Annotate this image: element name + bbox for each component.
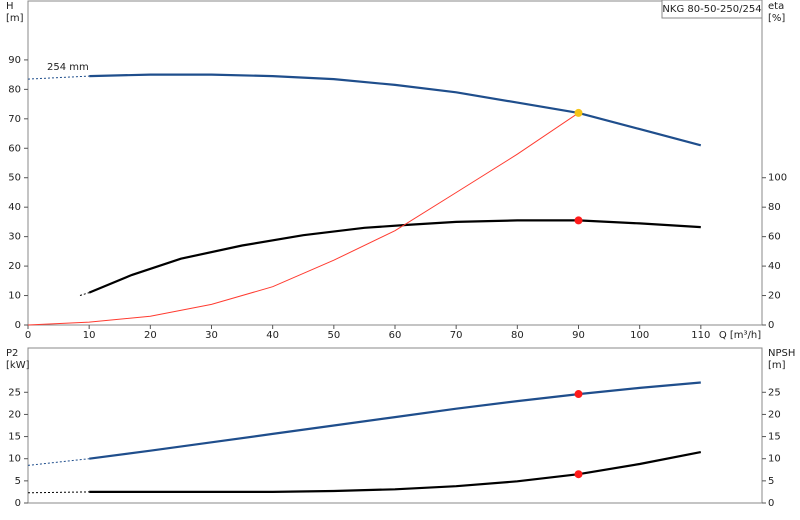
y-tick-label: 40	[8, 202, 21, 213]
plot-frame	[27, 0, 763, 326]
operating-point	[574, 108, 583, 117]
x-tick-label: 10	[83, 330, 96, 341]
y-tick-label: 0	[15, 498, 21, 509]
y-tick-label: 30	[8, 232, 21, 243]
y2-axis-label: eta	[768, 1, 784, 12]
title-box	[661, 0, 763, 19]
x-tick-label: 0	[25, 330, 31, 341]
x-tick-label: 90	[572, 330, 585, 341]
x-tick-label: 70	[450, 330, 463, 341]
curve	[88, 219, 701, 294]
y-axis-unit: [kW]	[6, 360, 30, 371]
y2-axis-label: NPSH	[768, 348, 795, 359]
x-tick-label: 50	[327, 330, 340, 341]
y-tick-label: 20	[8, 409, 21, 420]
chart-title: NKG 80-50-250/254	[662, 4, 761, 15]
operating-point	[574, 390, 583, 399]
y-tick-label: 0	[15, 320, 21, 331]
plot-frame	[27, 347, 763, 504]
y-tick-label: 10	[8, 454, 21, 465]
y-tick-label: 80	[8, 84, 21, 95]
y2-axis-unit: [m]	[768, 360, 786, 371]
x-axis-label: Q [m³/h]	[719, 330, 761, 341]
y-tick-label: 25	[8, 387, 21, 398]
x-tick-label: 60	[389, 330, 402, 341]
y2-tick-label: 20	[768, 409, 781, 420]
y-axis-unit: [m]	[6, 13, 24, 24]
curve	[89, 381, 701, 460]
curve	[89, 73, 702, 147]
y-tick-label: 70	[8, 114, 21, 125]
y-axis-label: H	[6, 1, 14, 12]
operating-point	[574, 216, 583, 225]
y2-tick-label: 60	[768, 232, 781, 243]
curve-extension	[27, 491, 90, 494]
y2-tick-label: 25	[768, 387, 781, 398]
y2-tick-label: 0	[768, 320, 774, 331]
curve-annotation: 254 mm	[47, 62, 89, 73]
y-tick-label: 60	[8, 143, 21, 154]
curve	[27, 112, 579, 326]
x-tick-label: 30	[205, 330, 218, 341]
y-tick-label: 20	[8, 261, 21, 272]
y2-tick-label: 20	[768, 291, 781, 302]
curve-extension	[27, 458, 90, 466]
y2-tick-label: 15	[768, 432, 781, 443]
y2-tick-label: 80	[768, 202, 781, 213]
y-tick-label: 5	[15, 476, 21, 487]
y-tick-label: 50	[8, 173, 21, 184]
y-tick-label: 90	[8, 55, 21, 66]
x-tick-label: 40	[266, 330, 279, 341]
x-tick-label: 100	[630, 330, 649, 341]
y-axis-label: P2	[6, 348, 18, 359]
operating-point	[574, 470, 583, 479]
y-tick-label: 15	[8, 432, 21, 443]
y2-tick-label: 40	[768, 261, 781, 272]
x-tick-label: 20	[144, 330, 157, 341]
y2-tick-label: 100	[768, 173, 787, 184]
curve-extension	[79, 292, 90, 296]
curve-extension	[27, 75, 90, 80]
y-tick-label: 10	[8, 291, 21, 302]
y2-axis-unit: [%]	[768, 13, 785, 24]
y2-tick-label: 0	[768, 498, 774, 509]
curve	[89, 451, 702, 493]
x-tick-label: 80	[511, 330, 524, 341]
y2-tick-label: 5	[768, 476, 774, 487]
x-tick-label: 110	[691, 330, 710, 341]
y2-tick-label: 10	[768, 454, 781, 465]
